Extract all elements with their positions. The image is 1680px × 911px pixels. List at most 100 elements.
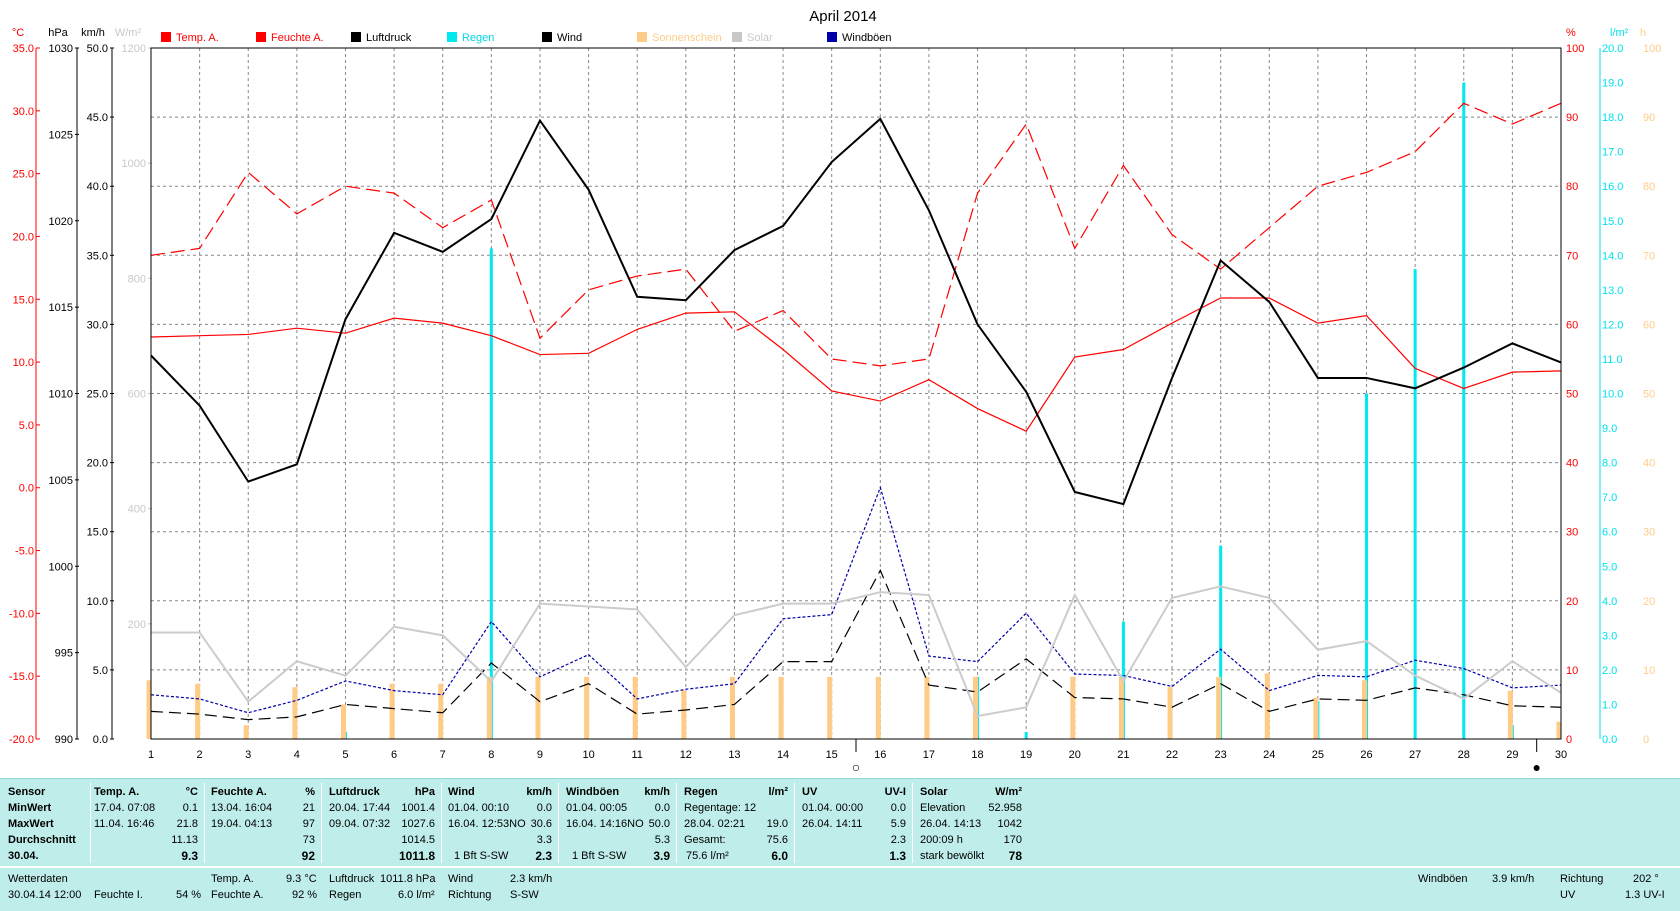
stats-min-date: 13.04. 16:04 — [211, 802, 273, 814]
legend-entry: Luftdruck — [366, 32, 412, 44]
axis-tick-label: -5.0 — [15, 546, 34, 558]
series-line-wind — [150, 569, 1562, 721]
axis-tick-label: 1030 — [49, 43, 73, 55]
stats-total-label: Gesamt: — [684, 834, 726, 846]
series-line-feuchte-a- — [150, 102, 1562, 367]
x-tick-label: 7 — [440, 749, 446, 761]
legend-swatch — [161, 32, 171, 42]
stats-elevation-val: 52.958 — [988, 802, 1022, 814]
legend-entry: Sonnenschein — [652, 32, 722, 44]
sunshine-bar — [729, 676, 735, 739]
axis-tick-label: 70 — [1643, 250, 1655, 262]
x-tick-label: 2 — [197, 749, 203, 761]
axis-tick-label: 0.0 — [1602, 734, 1617, 746]
stats-unit: hPa — [414, 786, 435, 798]
x-tick-label: 12 — [680, 749, 692, 761]
stats-max-date: 11.04. 16:46 — [94, 818, 155, 830]
axis-tick-label: -20.0 — [9, 734, 34, 746]
footer-windboeen-label: Windböen — [1418, 873, 1468, 885]
footer-feuchte-a-val: 92 % — [292, 889, 318, 901]
stats-max-val: 1027.6 — [401, 818, 435, 830]
axis-tick-label: 800 — [128, 273, 146, 285]
stats-cur-label: 1 Bft S-SW — [572, 850, 627, 862]
sunshine-bar — [535, 676, 541, 739]
sunshine-bar — [778, 676, 784, 739]
axis-tick-label: 13.0 — [1602, 285, 1623, 297]
stats-max-val: 30.6 — [530, 818, 552, 830]
stats-header: Wind — [448, 786, 475, 798]
plot-frame — [150, 47, 1562, 740]
sunshine-bar — [195, 683, 201, 739]
stats-min-date: 17.04. 07:08 — [94, 802, 156, 814]
chart-title: April 2014 — [809, 8, 877, 25]
stats-rain-days: Regentage: 12 — [684, 802, 757, 814]
x-tick-label: 17 — [923, 749, 935, 761]
axis-tick-label: 16.0 — [1602, 181, 1623, 193]
axis-tick-label: 1200 — [122, 43, 146, 55]
stats-max-val: 1042 — [997, 818, 1022, 830]
axis-tick-label: 19.0 — [1602, 78, 1623, 90]
legend-swatch — [256, 32, 266, 42]
stats-cur-label: 1 Bft S-SW — [454, 850, 509, 862]
x-tick-label: 25 — [1312, 749, 1324, 761]
stats-cur: 9.3 — [181, 849, 198, 863]
stats-unit: km/h — [644, 786, 670, 798]
axis-tick-label: 60 — [1566, 319, 1578, 331]
stats-col-wind: Wind km/h 01.04. 00:10 0.0 16.04. 12:53N… — [448, 779, 556, 867]
bars — [146, 82, 1562, 740]
footer-luftdruck-val: 1011.8 hPa — [380, 873, 436, 885]
rain-bar — [489, 248, 493, 739]
footer-wind-label: Wind — [448, 873, 474, 885]
axis-tick-label: 20.0 — [13, 231, 34, 243]
sunshine-bar — [1507, 690, 1513, 739]
x-tick-label: 1 — [148, 749, 154, 761]
sunshine-bar — [1167, 687, 1173, 739]
stats-col-rain: Regen l/m² Regentage: 12 28.04. 02:21 19… — [684, 779, 792, 867]
stats-cur: 1.3 — [889, 849, 906, 863]
x-tick-label: 13 — [728, 749, 740, 761]
footer-regen-label: Regen — [329, 889, 362, 901]
stats-min-val: 0.0 — [536, 802, 552, 814]
stats-avg: 3.3 — [536, 834, 552, 846]
x-tick-label: 28 — [1458, 749, 1470, 761]
legend-entry: Temp. A. — [176, 32, 219, 44]
stats-header: Solar — [920, 786, 948, 798]
footer-temp-a-val: 9.3 °C — [286, 873, 317, 885]
legend-entry: Feuchte A. — [271, 32, 324, 44]
axis-tick-label: 20 — [1643, 596, 1655, 608]
stats-min-val: 0.1 — [182, 802, 198, 814]
axis-tick-label: 1010 — [49, 389, 73, 401]
stats-max-date: 16.04. 12:53NO — [448, 818, 526, 830]
axis-tick-label: 200 — [128, 619, 146, 631]
axis-tick-label: 30 — [1566, 527, 1578, 539]
legend-swatch — [827, 32, 837, 42]
axis-tick-label: 30 — [1643, 527, 1655, 539]
axis-tick-label: 20.0 — [1602, 43, 1623, 55]
footer-uv-label: UV — [1560, 889, 1576, 901]
stats-min-val: 1001.4 — [401, 802, 435, 814]
sunshine-bar — [389, 683, 395, 739]
axis-tick-label: -15.0 — [9, 671, 34, 683]
rain-bar — [1219, 545, 1223, 739]
sunshine-bar — [1216, 676, 1222, 739]
sunshine-bar — [827, 676, 833, 739]
stats-col-temp: Temp. A. °C 17.04. 07:08 0.1 11.04. 16:4… — [94, 779, 202, 867]
stats-max-val: 97 — [302, 818, 315, 830]
stats-unit: % — [305, 786, 315, 798]
footer-feuchte-i-label: Feuchte I. — [94, 889, 143, 901]
footer-richtung2-label: Richtung — [1560, 873, 1604, 885]
axis-tick-label: 90 — [1643, 112, 1655, 124]
axis-tick-label: 15.0 — [13, 294, 34, 306]
axis-tick-label: 0 — [1643, 734, 1649, 746]
series-line-windb-en — [150, 485, 1562, 714]
axis-tick-label: 1.0 — [1602, 699, 1617, 711]
stats-min-date: 01.04. 00:00 — [802, 802, 864, 814]
stats-col-humidity: Feuchte A. % 13.04. 16:04 21 19.04. 04:1… — [211, 779, 319, 867]
axis-tick-label: 990 — [55, 734, 73, 746]
axis-tick-label: 5.0 — [19, 420, 34, 432]
stats-cur: 1011.8 — [398, 849, 435, 863]
axis-tick-label: 10.0 — [1602, 389, 1623, 401]
axis-tick-label: 7.0 — [1602, 492, 1617, 504]
x-tick-label: 27 — [1409, 749, 1421, 761]
sunshine-bar — [1118, 676, 1124, 739]
